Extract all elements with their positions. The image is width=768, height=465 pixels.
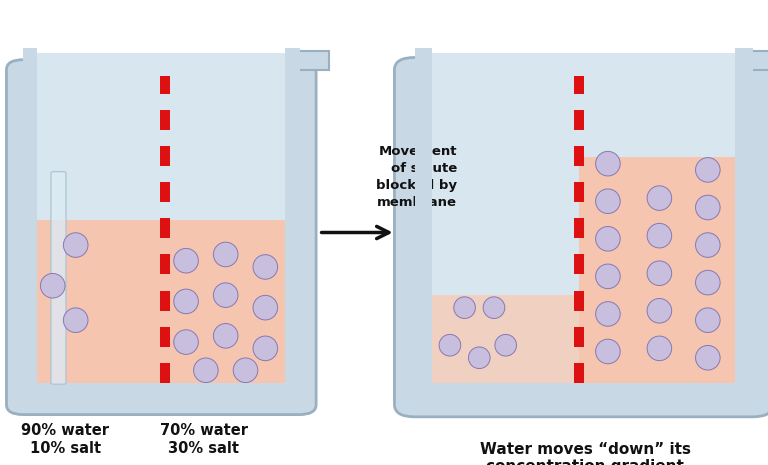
Ellipse shape	[696, 233, 720, 257]
Bar	[160, 327, 170, 346]
Bar	[415, 48, 432, 383]
Bar	[160, 146, 170, 166]
Ellipse shape	[174, 330, 198, 354]
Ellipse shape	[647, 186, 672, 210]
Bar	[579, 157, 735, 383]
Ellipse shape	[454, 297, 475, 319]
Ellipse shape	[596, 226, 621, 251]
Bar	[160, 182, 170, 202]
Ellipse shape	[696, 158, 720, 182]
Bar	[432, 53, 735, 383]
Ellipse shape	[214, 283, 238, 307]
Ellipse shape	[483, 297, 505, 319]
Bar	[574, 146, 584, 166]
Ellipse shape	[253, 295, 277, 320]
Bar	[415, 53, 432, 383]
Ellipse shape	[596, 302, 621, 326]
Bar	[574, 219, 584, 238]
Ellipse shape	[174, 248, 198, 273]
Ellipse shape	[696, 195, 720, 220]
Bar	[574, 254, 584, 274]
Bar	[285, 48, 300, 383]
Ellipse shape	[233, 358, 258, 383]
Ellipse shape	[495, 334, 517, 356]
Bar	[735, 53, 753, 383]
Ellipse shape	[647, 261, 672, 286]
Text: Movement
of solute
blocked by
membrane: Movement of solute blocked by membrane	[376, 145, 457, 209]
Ellipse shape	[596, 339, 621, 364]
Ellipse shape	[64, 233, 88, 257]
Text: 90% water
10% salt: 90% water 10% salt	[22, 423, 109, 456]
Bar	[38, 53, 285, 383]
Ellipse shape	[696, 308, 720, 332]
Ellipse shape	[696, 345, 720, 370]
Ellipse shape	[253, 255, 277, 279]
Bar	[574, 363, 584, 383]
Bar	[38, 220, 285, 383]
Ellipse shape	[647, 336, 672, 361]
Bar	[574, 327, 584, 346]
Ellipse shape	[647, 223, 672, 248]
Ellipse shape	[596, 152, 621, 176]
Ellipse shape	[596, 189, 621, 213]
FancyBboxPatch shape	[51, 172, 66, 384]
Bar	[293, 51, 329, 70]
Bar	[574, 76, 584, 93]
Bar	[160, 219, 170, 238]
Bar	[574, 291, 584, 311]
FancyBboxPatch shape	[395, 58, 768, 417]
Ellipse shape	[253, 336, 277, 361]
Bar	[160, 254, 170, 274]
Ellipse shape	[194, 358, 218, 383]
Bar	[160, 291, 170, 311]
Bar	[160, 363, 170, 383]
Ellipse shape	[696, 270, 720, 295]
Text: 70% water
30% salt: 70% water 30% salt	[160, 423, 247, 456]
Bar	[23, 48, 38, 383]
FancyBboxPatch shape	[6, 60, 316, 415]
Bar	[432, 295, 579, 383]
Ellipse shape	[41, 273, 65, 298]
Ellipse shape	[174, 289, 198, 314]
Ellipse shape	[214, 242, 238, 267]
Ellipse shape	[647, 299, 672, 323]
Bar	[160, 76, 170, 93]
Bar	[735, 48, 753, 383]
Text: Water moves “down” its
concentration gradient: Water moves “down” its concentration gra…	[480, 442, 690, 465]
Ellipse shape	[214, 324, 238, 348]
Bar	[744, 51, 768, 70]
Bar	[574, 182, 584, 202]
Bar	[23, 53, 38, 383]
Ellipse shape	[439, 334, 461, 356]
Ellipse shape	[64, 308, 88, 332]
Ellipse shape	[596, 264, 621, 289]
Bar	[285, 53, 300, 383]
Ellipse shape	[468, 347, 490, 369]
Bar	[574, 110, 584, 130]
Bar	[160, 110, 170, 130]
